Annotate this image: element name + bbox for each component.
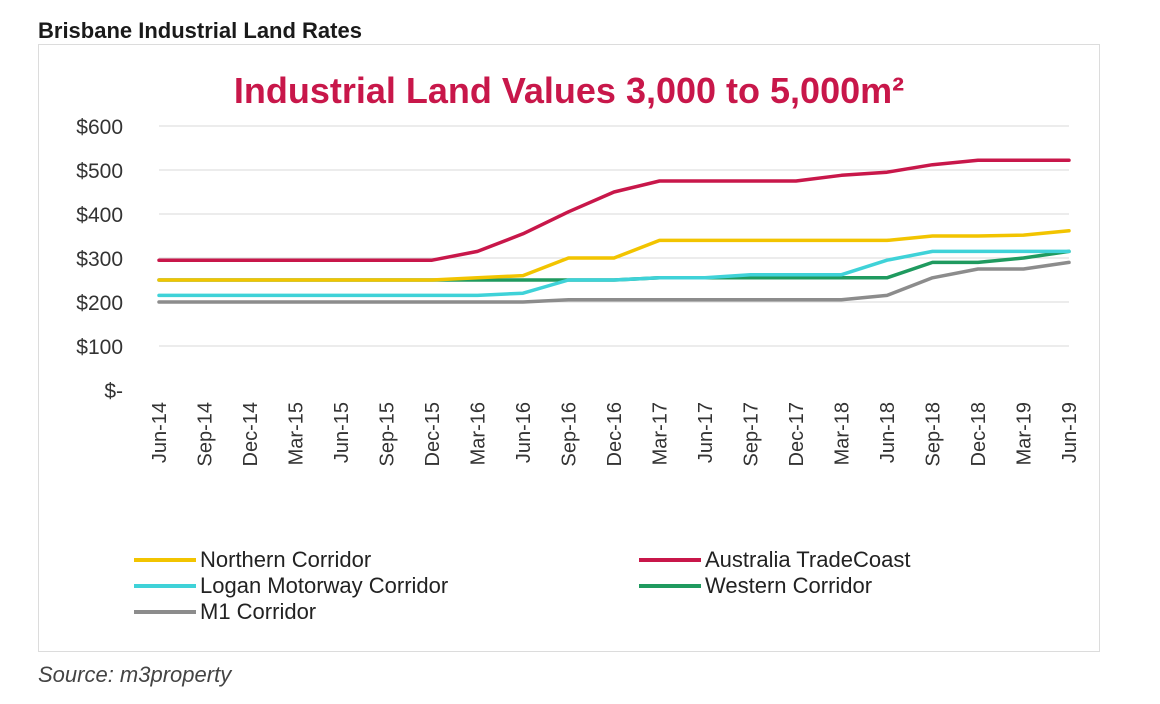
y-tick-label: $500	[76, 160, 123, 183]
legend-item: M1 Corridor	[134, 599, 316, 624]
y-tick-label: $300	[76, 248, 123, 271]
y-tick-label: $-	[104, 380, 123, 403]
series-line	[157, 249, 1071, 298]
x-tick-label: Sep-14	[195, 402, 217, 467]
x-tick-label: Mar-17	[650, 402, 672, 465]
x-tick-label: Sep-17	[741, 402, 763, 467]
x-tick-label: Dec-18	[968, 402, 990, 466]
legend-item: Western Corridor	[639, 573, 872, 598]
x-tick-label: Jun-18	[877, 402, 899, 463]
x-tick-label: Sep-18	[923, 402, 945, 467]
series-line	[157, 228, 1071, 282]
chart-title: Industrial Land Values 3,000 to 5,000m²	[234, 70, 904, 111]
series-line	[157, 249, 1071, 282]
y-tick-label: $200	[76, 292, 123, 315]
x-tick-label: Mar-19	[1014, 402, 1036, 465]
series-line	[157, 260, 1071, 304]
x-tick-label: Jun-17	[695, 402, 717, 463]
x-tick-label: Dec-15	[422, 402, 444, 466]
y-tick-label: $400	[76, 204, 123, 227]
y-tick-label: $100	[76, 336, 123, 359]
legend-label: Northern Corridor	[200, 547, 371, 572]
x-tick-label: Dec-17	[786, 402, 808, 466]
x-axis-ticks: Jun-14 Sep-14 Dec-14 Mar-15 Jun-15 Sep-15 Dec-…	[149, 402, 1081, 467]
source-note: Source: m3property	[38, 662, 232, 687]
legend-label: Logan Motorway Corridor	[200, 573, 448, 598]
chart-frame: Industrial Land Values 3,000 to 5,000m² …	[38, 44, 1100, 652]
line-chart: Industrial Land Values 3,000 to 5,000m² …	[76, 70, 1081, 624]
x-tick-label: Dec-14	[240, 402, 262, 466]
legend-label: M1 Corridor	[200, 599, 316, 624]
legend-item: Northern Corridor	[134, 547, 371, 572]
x-tick-label: Jun-16	[513, 402, 535, 463]
x-tick-label: Jun-19	[1059, 402, 1081, 463]
y-axis-ticks: $- $100 $200 $300 $400 $500 $600	[76, 116, 123, 403]
x-tick-label: Jun-15	[331, 402, 353, 463]
y-tick-label: $600	[76, 116, 123, 139]
x-tick-label: Mar-18	[832, 402, 854, 465]
legend-item: Logan Motorway Corridor	[134, 573, 448, 598]
series-lines	[157, 158, 1071, 304]
x-tick-label: Mar-16	[468, 402, 490, 465]
legend-item: Australia TradeCoast	[639, 547, 910, 572]
legend-label: Australia TradeCoast	[705, 547, 910, 572]
legend: Northern Corridor Australia TradeCoast Log…	[134, 547, 910, 624]
x-tick-label: Dec-16	[604, 402, 626, 466]
x-tick-label: Sep-15	[377, 402, 399, 467]
x-tick-label: Sep-16	[559, 402, 581, 467]
x-tick-label: Mar-15	[286, 402, 308, 465]
series-line	[157, 158, 1071, 262]
x-tick-label: Jun-14	[149, 402, 171, 463]
legend-label: Western Corridor	[705, 573, 872, 598]
chart-heading: Brisbane Industrial Land Rates	[38, 18, 362, 43]
